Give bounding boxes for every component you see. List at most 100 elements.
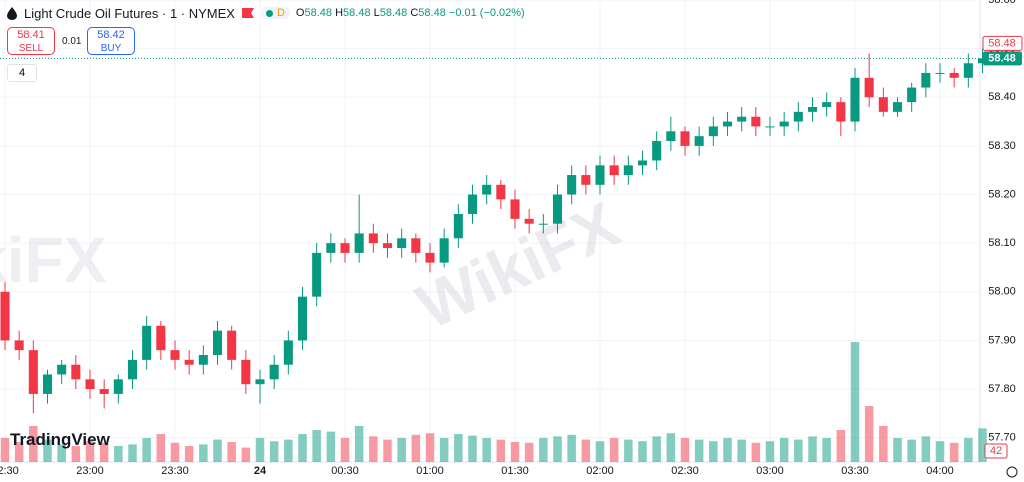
candle-body — [127, 359, 138, 380]
candle-body — [751, 116, 761, 127]
volume-bar — [638, 441, 647, 462]
volume-bar — [411, 434, 421, 462]
volume-bar — [964, 438, 973, 462]
candle-body — [255, 379, 265, 385]
candle-body — [963, 63, 973, 78]
volume-bar — [822, 438, 831, 462]
volume-label-box — [984, 443, 1008, 459]
candle-body — [807, 106, 818, 112]
x-tick-label: 22:30 — [0, 465, 19, 477]
volume-bar — [836, 430, 846, 462]
indicator-count: 4 — [18, 67, 26, 79]
candle-body — [892, 102, 903, 112]
volume-bar — [737, 439, 746, 462]
candle-body — [538, 223, 548, 225]
candle-body — [85, 379, 95, 390]
volume-bar — [553, 436, 562, 462]
x-tick-label: 02:00 — [586, 465, 614, 477]
volume-label: 42 — [990, 445, 1002, 457]
candle-body — [382, 243, 393, 249]
volume-bar — [29, 426, 38, 462]
x-tick-label: 23:30 — [161, 465, 189, 477]
volume-bar — [227, 442, 236, 462]
candle-body — [977, 58, 988, 64]
candle-body — [198, 355, 208, 365]
volume-bar — [71, 446, 81, 462]
candle-body — [28, 350, 38, 394]
l-value: 58.48 — [379, 7, 408, 19]
candle-body — [694, 136, 704, 146]
volume-bar — [397, 438, 406, 462]
candle-body — [340, 243, 350, 253]
x-tick-label: 01:30 — [501, 465, 529, 477]
x-tick-label: 23:00 — [76, 465, 104, 477]
volume-bar — [694, 439, 704, 462]
volume-bar — [482, 438, 491, 462]
volume-bar — [949, 442, 959, 462]
volume-bar — [340, 438, 350, 462]
price-axis — [980, 0, 1024, 482]
volume-bar — [298, 434, 307, 462]
candle-body — [142, 325, 152, 360]
watermark: WikiFX — [0, 224, 107, 296]
delay-flag: D — [276, 7, 285, 19]
candle-body — [283, 340, 293, 365]
y-tick-label: 58.00 — [988, 286, 1016, 298]
symbol[interactable]: Light Crude Oil Futures · 1 · NYMEX — [24, 5, 235, 21]
candle-body — [921, 72, 931, 88]
candle-body — [212, 330, 223, 356]
last-price-box — [983, 51, 1022, 66]
volume-bar — [893, 438, 902, 462]
indicator-toggle[interactable]: 4 — [7, 64, 37, 82]
candle-body — [425, 252, 435, 263]
candle-body — [609, 165, 619, 176]
volume-bar — [439, 438, 449, 462]
volume-bar — [609, 438, 619, 462]
status: D — [260, 7, 290, 19]
change: −0.01 (−0.02%) — [448, 7, 525, 19]
buy-button[interactable]: 58.42 BUY — [87, 27, 135, 55]
candle-body — [552, 194, 563, 224]
sell-button[interactable]: 58.41 SELL — [7, 27, 55, 55]
candle-body — [297, 296, 308, 341]
y-tick-label: 57.80 — [988, 383, 1016, 395]
candle-body — [184, 359, 194, 365]
o-value: 58.48 — [304, 7, 333, 19]
volume-bar — [765, 441, 775, 462]
y-tick-label: 57.70 — [988, 432, 1016, 444]
o-label: O — [295, 7, 305, 19]
candle-body — [57, 364, 67, 375]
candle-body — [737, 116, 747, 122]
volume-bar — [425, 433, 435, 462]
candle-body — [680, 131, 690, 146]
volume-bar — [879, 426, 888, 462]
volume-bar — [255, 438, 265, 462]
volume-bar — [794, 439, 803, 462]
x-tick-label: 00:30 — [331, 465, 359, 477]
volume-bar — [128, 444, 137, 462]
volume-bar — [624, 439, 633, 462]
volume-bar — [184, 446, 194, 462]
settings-icon — [1006, 466, 1018, 478]
volume-bar — [709, 441, 718, 462]
logo-text: TradingView — [10, 430, 110, 449]
volume-bar — [85, 441, 95, 462]
y-tick-label: 57.90 — [988, 334, 1016, 346]
volume-bar — [496, 439, 506, 462]
candle-body — [0, 291, 10, 341]
candle-body — [822, 102, 832, 107]
candle-body — [42, 374, 53, 394]
flag — [241, 8, 254, 18]
spread: 0.01 — [62, 36, 82, 47]
volume-bar — [156, 434, 166, 462]
y-tick-label: 58.10 — [988, 237, 1016, 249]
buy-price: 58.42 — [97, 29, 125, 41]
candle-body — [652, 141, 662, 161]
candle-body — [439, 238, 449, 263]
volume-bar — [850, 342, 860, 462]
volume-bar — [581, 439, 591, 462]
candle-body — [793, 111, 803, 122]
volume-bar — [57, 444, 66, 462]
